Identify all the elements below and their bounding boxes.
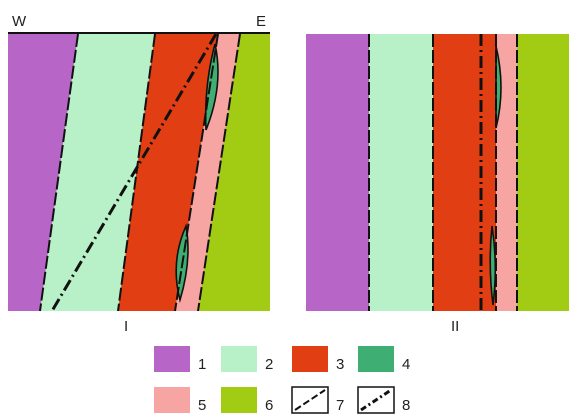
panel-i-lens-upper: [204, 43, 219, 131]
panel-ii-unit-5: [496, 34, 517, 311]
panel-i-unit-5: [175, 34, 240, 311]
legend-dash-dot-line-symbol: [360, 388, 392, 412]
legend-label-1: 1: [198, 356, 207, 373]
panel-i-contact-3: [174, 33, 219, 312]
panel-ii-unit-6: [517, 34, 569, 311]
legend-swatch-4: [358, 346, 394, 372]
panel-i-label: I: [124, 318, 129, 335]
legend-label-4: 4: [402, 356, 411, 373]
legend-swatch-5: [154, 387, 190, 413]
legend: [154, 346, 395, 414]
panel-ii-lens-lower: [489, 225, 497, 306]
legend-label-5: 5: [198, 397, 207, 414]
panel-i: [8, 32, 270, 312]
legend-swatch-6: [221, 387, 257, 413]
panel-i-unit-3: [118, 34, 218, 311]
legend-label-3: 3: [336, 356, 345, 373]
legend-swatch-2: [221, 346, 257, 372]
panel-i-contact-4: [197, 33, 241, 312]
legend-swatch-1: [154, 346, 190, 372]
panel-ii-unit-2: [369, 34, 433, 311]
panel-i-contact-1: [39, 33, 79, 312]
panel-i-unit-6: [198, 34, 270, 311]
legend-label-6: 6: [265, 397, 274, 414]
legend-label-2: 2: [265, 356, 274, 373]
panel-ii-label: II: [451, 318, 460, 335]
west-label: W: [12, 13, 27, 30]
panel-ii-unit-3: [433, 34, 496, 311]
east-label: E: [256, 13, 267, 30]
panel-i-contact-2: [117, 33, 156, 312]
panel-i-fault: [50, 33, 218, 312]
legend-label-7: 7: [336, 397, 345, 414]
legend-swatch-3: [292, 346, 328, 372]
legend-label-8: 8: [402, 397, 411, 414]
legend-dashed-line-symbol: [294, 389, 326, 411]
panel-ii: [306, 34, 569, 311]
